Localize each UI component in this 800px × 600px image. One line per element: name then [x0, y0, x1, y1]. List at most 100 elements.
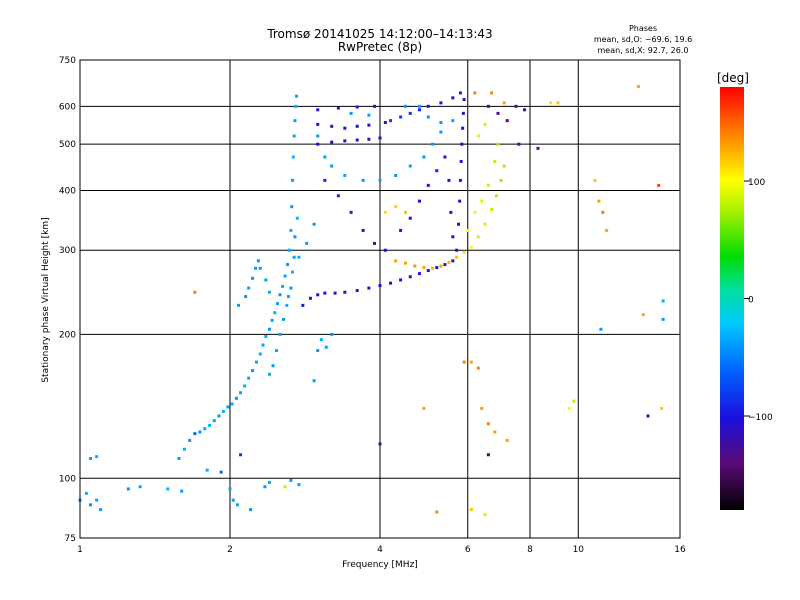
data-point [473, 91, 477, 95]
data-point [84, 491, 88, 495]
data-point [264, 278, 268, 282]
data-point [291, 270, 295, 274]
data-point [480, 406, 484, 410]
data-point [480, 199, 484, 203]
colorbar-tick-label: −100 [748, 413, 773, 423]
data-point [297, 255, 301, 259]
data-point [505, 438, 509, 442]
data-point [236, 303, 240, 307]
data-point [166, 487, 170, 491]
data-point [293, 235, 297, 239]
data-point [343, 126, 347, 130]
data-point [367, 123, 371, 127]
data-point [417, 108, 421, 112]
data-point [297, 483, 301, 487]
data-point [476, 235, 480, 239]
colorbar-tick-label: 100 [748, 178, 765, 188]
data-point [458, 199, 462, 203]
data-point [293, 119, 297, 123]
data-point [263, 485, 267, 489]
data-point [316, 142, 320, 146]
data-point [403, 104, 407, 108]
data-point [319, 338, 323, 342]
data-point [378, 136, 382, 140]
data-point [264, 334, 268, 338]
data-point [239, 391, 243, 395]
data-point [447, 260, 451, 264]
data-point [394, 205, 398, 209]
data-point [251, 276, 255, 280]
data-point [231, 498, 235, 502]
data-point [451, 119, 455, 123]
data-points [78, 85, 665, 516]
data-point [188, 438, 192, 442]
stats-heading: Phases [629, 24, 657, 33]
data-point [549, 101, 553, 105]
data-point [253, 266, 257, 270]
data-point [451, 96, 455, 100]
x-axis-ticks: 1 2 4 6 8 10 16 [77, 545, 686, 555]
y-tick-label: 100 [59, 474, 76, 484]
data-point [490, 91, 494, 95]
data-point [661, 299, 665, 303]
data-point [601, 210, 605, 214]
y-tick-label: 500 [59, 140, 76, 150]
data-point [278, 332, 282, 336]
data-point [283, 485, 287, 489]
data-point [499, 178, 503, 182]
data-point [291, 178, 295, 182]
data-point [486, 183, 490, 187]
data-point [316, 349, 320, 353]
y-tick-label: 400 [59, 186, 76, 196]
data-point [373, 241, 377, 245]
data-point [217, 414, 221, 418]
data-point [323, 178, 327, 182]
data-point [330, 164, 334, 168]
data-point [355, 124, 359, 128]
data-point [597, 199, 601, 203]
data-point [336, 106, 340, 110]
data-point [316, 134, 320, 138]
x-tick-label: 8 [527, 545, 533, 555]
data-point [249, 508, 253, 512]
data-point [228, 487, 232, 491]
data-point [258, 266, 262, 270]
data-point [451, 235, 455, 239]
x-tick-label: 6 [465, 545, 471, 555]
data-point [426, 104, 430, 108]
data-point [514, 104, 518, 108]
data-point [383, 210, 387, 214]
data-point [292, 255, 296, 259]
data-point [275, 349, 279, 353]
data-point [435, 510, 439, 514]
data-point [221, 409, 225, 413]
data-point [389, 119, 393, 123]
data-point [286, 295, 290, 299]
data-point [251, 369, 255, 373]
data-point [417, 199, 421, 203]
data-point [247, 286, 251, 290]
data-point [230, 402, 234, 406]
data-point [493, 430, 497, 434]
data-point [355, 105, 359, 109]
y-tick-label: 600 [59, 102, 76, 112]
data-point [349, 210, 353, 214]
data-point [457, 222, 461, 226]
data-point [490, 208, 494, 212]
data-point [355, 138, 359, 142]
data-point [399, 228, 403, 232]
data-point [316, 293, 320, 297]
data-point [422, 155, 426, 159]
data-point [408, 216, 412, 220]
data-point [212, 419, 216, 423]
data-point [355, 289, 359, 293]
data-point [126, 487, 130, 491]
data-point [439, 130, 443, 134]
data-point [281, 317, 285, 321]
data-point [235, 503, 239, 507]
data-point [502, 164, 506, 168]
plot-area: 1 2 4 6 8 10 16 75 100 200 300 400 500 600 750 [59, 56, 686, 555]
colorbar-ticks: 100 0 −100 [744, 178, 773, 423]
plot-frame [79, 59, 681, 539]
